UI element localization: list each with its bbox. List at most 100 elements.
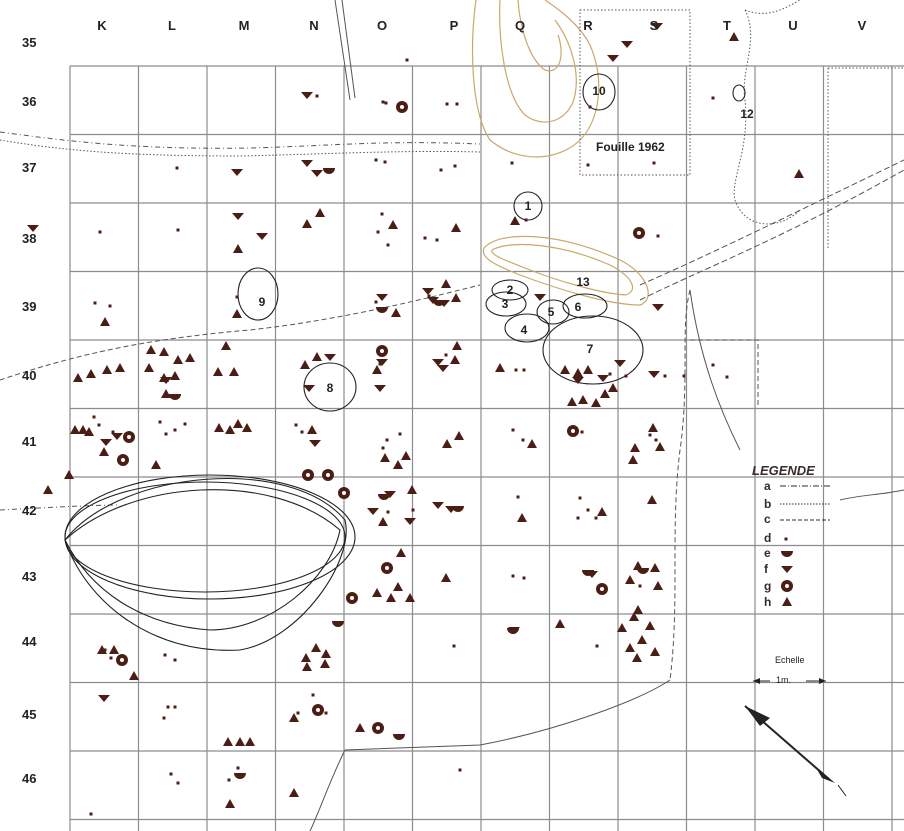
inv-marker bbox=[432, 359, 444, 366]
dot-marker bbox=[111, 430, 115, 434]
dot-marker bbox=[521, 438, 525, 442]
tri-marker bbox=[312, 352, 322, 361]
column-label-u: U bbox=[788, 18, 797, 33]
tri-marker bbox=[650, 563, 660, 572]
dot-marker bbox=[183, 422, 187, 426]
tri-marker bbox=[633, 605, 643, 614]
dot-marker bbox=[458, 768, 462, 772]
inv-marker bbox=[572, 377, 584, 384]
tri-marker bbox=[451, 293, 461, 302]
tri-marker bbox=[289, 788, 299, 797]
inv-marker bbox=[98, 695, 110, 702]
tri-marker bbox=[233, 419, 243, 428]
tri-marker bbox=[405, 593, 415, 602]
tri-marker bbox=[159, 347, 169, 356]
tri-marker bbox=[225, 799, 235, 808]
dot-marker bbox=[300, 430, 304, 434]
tri-marker bbox=[629, 612, 639, 621]
dot-marker bbox=[510, 161, 514, 165]
semi-marker bbox=[234, 773, 246, 779]
tri-marker bbox=[151, 460, 161, 469]
tri-marker bbox=[378, 517, 388, 526]
tri-marker bbox=[78, 425, 88, 434]
dot-marker bbox=[711, 363, 715, 367]
tri-marker bbox=[454, 431, 464, 440]
inv-marker bbox=[376, 359, 388, 366]
row-label-35: 35 bbox=[22, 35, 36, 50]
dot-marker bbox=[173, 428, 177, 432]
inv-marker bbox=[111, 433, 123, 440]
dot-marker bbox=[578, 496, 582, 500]
semi-marker bbox=[507, 628, 519, 634]
dot-marker bbox=[383, 160, 387, 164]
tri-marker bbox=[625, 643, 635, 652]
legend-key-h: h bbox=[764, 595, 771, 609]
dot-marker bbox=[162, 716, 166, 720]
inv-marker bbox=[256, 233, 268, 240]
tri-marker bbox=[213, 367, 223, 376]
dot-marker bbox=[175, 166, 179, 170]
north-arrow-icon bbox=[744, 705, 847, 797]
tri-marker bbox=[630, 443, 640, 452]
dot-marker bbox=[586, 508, 590, 512]
marker-group-dot bbox=[89, 58, 729, 816]
inv-marker bbox=[301, 92, 313, 99]
inv-marker bbox=[231, 169, 243, 176]
inv-marker bbox=[309, 440, 321, 447]
dot-marker bbox=[638, 584, 642, 588]
dot-marker bbox=[444, 353, 448, 357]
column-label-p: P bbox=[450, 18, 459, 33]
legend-key-e: e bbox=[764, 546, 771, 560]
tri-marker bbox=[232, 309, 242, 318]
tri-marker bbox=[555, 619, 565, 628]
feature-outlines bbox=[64, 73, 746, 651]
tri-marker bbox=[567, 397, 577, 406]
tri-marker bbox=[109, 645, 119, 654]
column-label-o: O bbox=[377, 18, 387, 33]
tri-marker bbox=[407, 485, 417, 494]
tri-marker bbox=[655, 442, 665, 451]
tri-marker bbox=[391, 308, 401, 317]
dot-marker bbox=[725, 375, 729, 379]
dot-marker bbox=[311, 693, 315, 697]
row-label-41: 41 bbox=[22, 434, 36, 449]
inv-marker bbox=[232, 213, 244, 220]
scale-unit: 1m. bbox=[776, 675, 791, 685]
tri-marker bbox=[393, 582, 403, 591]
dot-marker bbox=[97, 423, 101, 427]
dot-marker bbox=[439, 168, 443, 172]
dot-marker bbox=[682, 374, 686, 378]
tri-marker bbox=[43, 485, 53, 494]
tri-marker bbox=[628, 455, 638, 464]
semi-marker bbox=[332, 621, 344, 627]
tri-marker bbox=[115, 363, 125, 372]
tri-marker bbox=[372, 588, 382, 597]
tri-marker bbox=[233, 244, 243, 253]
row-label-46: 46 bbox=[22, 771, 36, 786]
dot-marker bbox=[514, 368, 518, 372]
dot-marker bbox=[608, 372, 612, 376]
dot-marker bbox=[381, 100, 385, 104]
tri-marker bbox=[388, 220, 398, 229]
inv-marker bbox=[651, 23, 663, 30]
tri-marker bbox=[229, 367, 239, 376]
legend-key-d: d bbox=[764, 531, 771, 545]
dot-marker bbox=[580, 430, 584, 434]
tri-marker bbox=[452, 341, 462, 350]
tri-marker bbox=[315, 208, 325, 217]
tri-marker bbox=[597, 507, 607, 516]
legend-samples bbox=[780, 485, 830, 606]
tri-marker bbox=[311, 643, 321, 652]
dot-marker bbox=[380, 212, 384, 216]
legend-key-g: g bbox=[764, 579, 771, 593]
inv-marker bbox=[367, 508, 379, 515]
dot-marker bbox=[445, 102, 449, 106]
feature-7-label: 7 bbox=[587, 342, 594, 356]
tri-marker bbox=[144, 363, 154, 372]
scale-title: Echelle bbox=[775, 655, 805, 665]
column-label-q: Q bbox=[515, 18, 525, 33]
dot-marker bbox=[386, 243, 390, 247]
feature-3-label: 3 bbox=[502, 297, 509, 311]
